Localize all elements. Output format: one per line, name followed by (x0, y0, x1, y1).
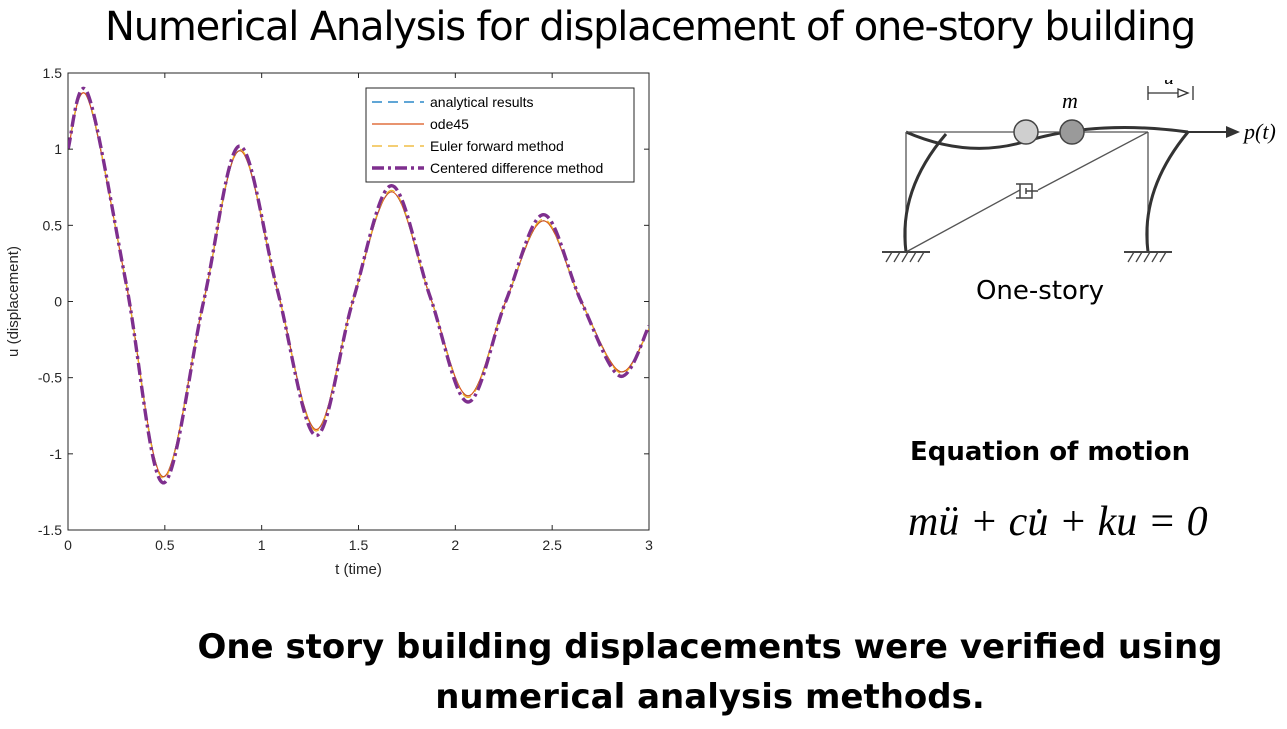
one-story-frame-diagram: m p(t) u (882, 80, 1276, 263)
left-support-icon (882, 251, 930, 263)
x-tick-label: 2 (451, 537, 459, 553)
x-tick-label: 1.5 (349, 537, 369, 553)
legend-label-1: analytical results (430, 94, 534, 110)
right-column-deformed (1145, 131, 1190, 253)
slide-title: Numerical Analysis for displacement of o… (104, 4, 1196, 50)
axes: 0 0.5 1 1.5 2 2.5 3 -1.5 -1 -0.5 0 0.5 1 1.5 t (time) u… (5, 65, 653, 578)
force-arrowhead-icon (1226, 126, 1240, 138)
conclusion-line-1: One story building displacements were ve… (197, 627, 1223, 667)
y-tick-label: 0.5 (43, 217, 63, 233)
legend: analytical results ode45 Euler forward met… (365, 87, 635, 183)
y-axis-label: u (displacement) (5, 246, 22, 357)
left-column-deformed (903, 133, 948, 253)
frame-beam (905, 126, 1189, 150)
disp-label: u (1164, 80, 1174, 89)
legend-label-4: Centered difference method (430, 160, 603, 176)
series-lines (68, 87, 649, 485)
force-label: p(t) (1242, 119, 1276, 144)
conclusion-text: One story building displacements were ve… (140, 622, 1280, 722)
x-tick-label: 3 (645, 537, 653, 553)
y-tick-label: 1 (54, 141, 62, 157)
damper-icon (1016, 183, 1038, 199)
displacement-chart: 0 0.5 1 1.5 2 2.5 3 -1.5 -1 -0.5 0 0.5 1 1.5 t (time) u… (5, 65, 653, 578)
x-tick-label: 0 (64, 537, 72, 553)
mass-label: m (1062, 88, 1078, 113)
brace-left (905, 189, 1021, 253)
brace-right (1037, 131, 1149, 191)
diagram-caption: One-story (975, 276, 1105, 306)
equation-heading: Equation of motion (910, 437, 1191, 467)
disp-arrowhead-icon (1177, 88, 1190, 98)
x-tick-label: 1 (258, 537, 266, 553)
series-line-4 (68, 87, 649, 485)
y-tick-label: -0.5 (38, 370, 62, 386)
legend-box (365, 87, 635, 183)
x-axis-label: t (time) (335, 561, 382, 578)
right-support-icon (1124, 251, 1172, 263)
legend-label-3: Euler forward method (430, 138, 564, 154)
mass-icon (1013, 119, 1039, 145)
y-tick-label: 1.5 (43, 65, 63, 81)
legend-label-2: ode45 (430, 116, 469, 132)
y-tick-label: -1.5 (38, 522, 62, 538)
mass-icon (1059, 119, 1085, 145)
y-tick-label: 0 (54, 294, 62, 310)
x-tick-label: 0.5 (155, 537, 175, 553)
equation-formula: mü + cu̇ + ku = 0 (908, 499, 1208, 545)
y-tick-label: -1 (50, 446, 63, 462)
x-tick-label: 2.5 (542, 537, 562, 553)
conclusion-line-2: numerical analysis methods. (435, 677, 985, 717)
